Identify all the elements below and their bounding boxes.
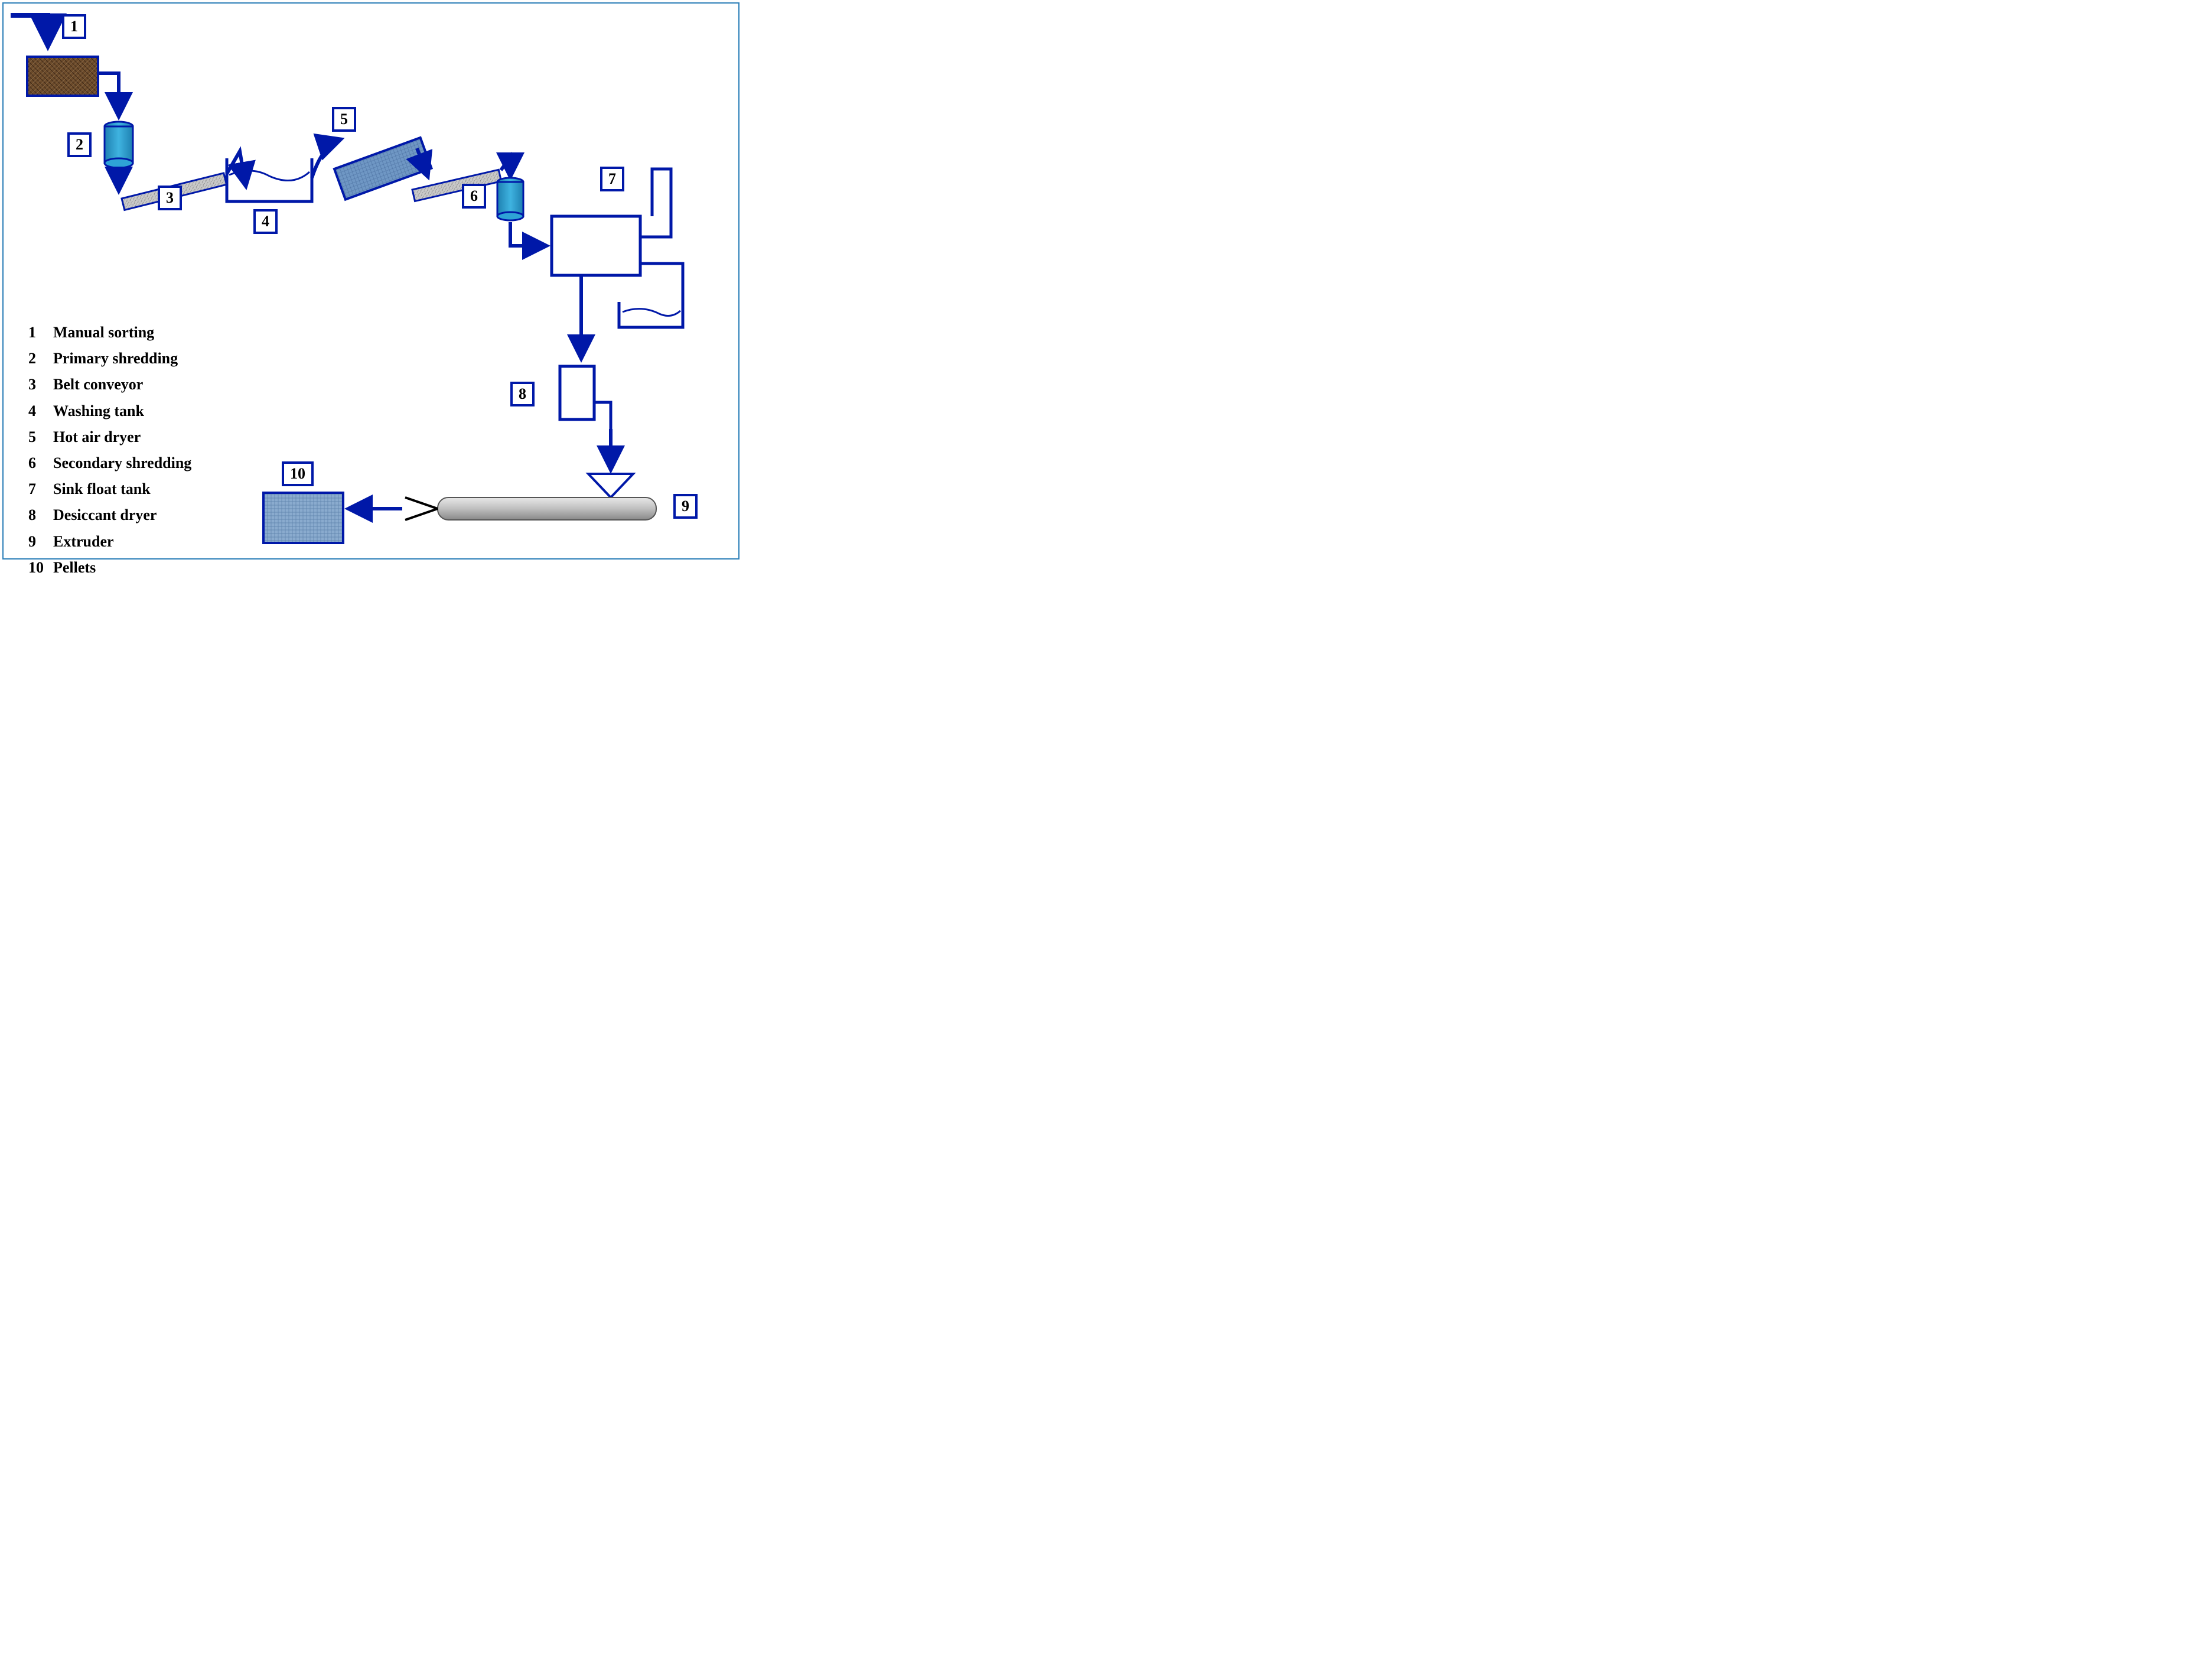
label-box-4: 4 (253, 209, 278, 234)
legend-num: 6 (28, 450, 53, 476)
legend-item: 9Extruder (28, 529, 191, 555)
legend-num: 3 (28, 372, 53, 398)
node-secondary-shredding (497, 178, 523, 220)
legend-text: Extruder (53, 529, 114, 555)
legend-text: Sink float tank (53, 476, 151, 502)
legend: 1Manual sorting 2Primary shredding 3Belt… (28, 320, 191, 581)
node-belt-conveyor-2 (412, 170, 501, 201)
legend-text: Primary shredding (53, 346, 178, 372)
label-box-9: 9 (673, 494, 698, 519)
label-box-2: 2 (67, 132, 92, 157)
node-hot-air-dryer (334, 138, 431, 200)
flow-arrow-6-7 (510, 222, 546, 246)
node-desiccant-dryer (560, 366, 611, 429)
process-flow-diagram: 1 2 3 4 5 6 7 8 9 10 1Manual sorting 2Pr… (2, 2, 739, 559)
legend-item: 3Belt conveyor (28, 372, 191, 398)
node-washing-tank (227, 158, 312, 201)
legend-text: Washing tank (53, 398, 144, 424)
label-box-7: 7 (600, 167, 624, 191)
legend-text: Manual sorting (53, 320, 154, 346)
flow-arrow-belt-6 (501, 157, 510, 176)
legend-num: 1 (28, 320, 53, 346)
legend-text: Pellets (53, 555, 96, 581)
legend-text: Hot air dryer (53, 424, 141, 450)
legend-item: 8Desiccant dryer (28, 502, 191, 528)
flow-arrow-input (11, 15, 48, 45)
legend-num: 5 (28, 424, 53, 450)
legend-text: Belt conveyor (53, 372, 143, 398)
legend-item: 6Secondary shredding (28, 450, 191, 476)
label-box-3: 3 (158, 186, 182, 210)
legend-num: 10 (28, 555, 53, 581)
legend-item: 1Manual sorting (28, 320, 191, 346)
legend-num: 7 (28, 476, 53, 502)
legend-num: 9 (28, 529, 53, 555)
legend-item: 10Pellets (28, 555, 191, 581)
node-extruder (405, 474, 656, 520)
node-primary-shredding (105, 122, 133, 168)
flow-arrow-1-2 (99, 73, 119, 116)
label-box-1: 1 (62, 14, 86, 39)
label-box-10: 10 (282, 461, 314, 486)
flow-arrow-4-5 (312, 139, 340, 178)
node-pellets (263, 493, 343, 543)
label-box-6: 6 (462, 184, 486, 209)
legend-item: 5Hot air dryer (28, 424, 191, 450)
flow-arrow-3-4 (227, 151, 246, 186)
legend-text: Secondary shredding (53, 450, 191, 476)
legend-item: 7Sink float tank (28, 476, 191, 502)
node-manual-sorting (27, 57, 98, 96)
legend-num: 2 (28, 346, 53, 372)
legend-text: Desiccant dryer (53, 502, 157, 528)
label-box-8: 8 (510, 382, 535, 406)
legend-num: 4 (28, 398, 53, 424)
legend-item: 4Washing tank (28, 398, 191, 424)
flow-arrow-5-belt (417, 148, 428, 176)
legend-item: 2Primary shredding (28, 346, 191, 372)
node-sink-float-tank (552, 169, 683, 327)
legend-num: 8 (28, 502, 53, 528)
label-box-5: 5 (332, 107, 356, 132)
